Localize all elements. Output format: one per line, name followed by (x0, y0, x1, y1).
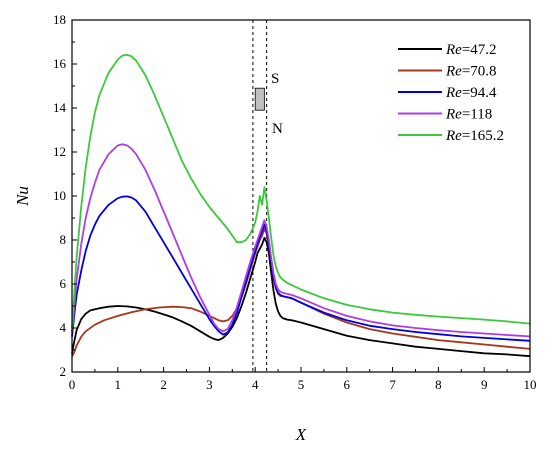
series-line-5 (71, 53, 531, 329)
legend-label-3: Re=94.4 (445, 85, 497, 101)
legend-label-2: Re=70.8 (445, 64, 497, 80)
series-line-3 (71, 195, 531, 342)
x-tick-label: 2 (160, 377, 167, 392)
x-tick-label: 3 (206, 377, 213, 392)
legend-label-1: Re=47.2 (445, 42, 497, 58)
x-tick-label: 4 (252, 377, 259, 392)
square-cylinder-block (254, 87, 265, 111)
x-tick-label: 9 (481, 377, 488, 392)
y-axis-label: Nu (13, 186, 32, 207)
y-tick-label: 18 (53, 12, 66, 27)
y-tick-label: 16 (53, 56, 67, 71)
y-tick-label: 12 (53, 144, 66, 159)
series-line-1 (71, 236, 531, 358)
x-tick-label: 7 (389, 377, 396, 392)
legend-label-5: Re=165.2 (445, 128, 504, 144)
x-tick-label: 10 (524, 377, 537, 392)
x-tick-label: 1 (115, 377, 122, 392)
y-tick-label: 10 (53, 188, 66, 203)
annotation-s-label: S (271, 71, 279, 87)
legend: Re=47.2 Re=70.8 Re=94.4 Re=118 Re=165.2 (398, 42, 504, 144)
x-tick-label: 0 (69, 377, 76, 392)
legend-label-4: Re=118 (445, 107, 492, 123)
x-tick-label: 6 (344, 377, 351, 392)
y-tick-label: 14 (53, 100, 67, 115)
y-tick-label: 6 (60, 276, 67, 291)
series-line-4 (71, 143, 531, 338)
x-tick-label: 5 (298, 377, 305, 392)
y-tick-label: 4 (60, 320, 67, 335)
series-layer (71, 53, 531, 358)
x-tick-label: 8 (435, 377, 442, 392)
y-tick-label: 8 (60, 232, 67, 247)
series-line-2 (71, 228, 531, 358)
annotation-n-label: N (272, 121, 283, 137)
x-axis-label: X (295, 425, 307, 444)
y-tick-label: 2 (60, 364, 67, 379)
